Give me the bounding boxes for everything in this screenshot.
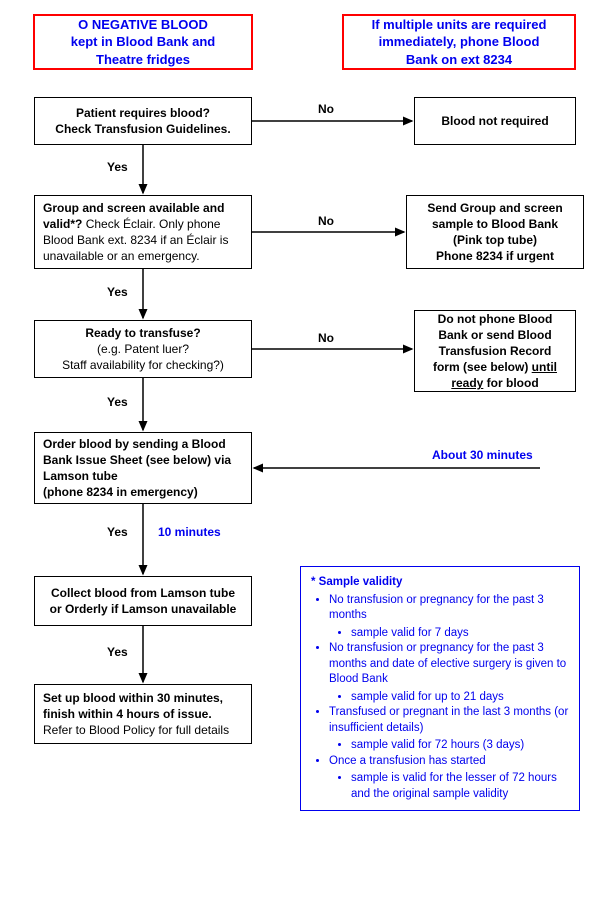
text: sample valid for up to 21 days xyxy=(351,690,569,706)
text: or Orderly if Lamson unavailable xyxy=(50,601,237,617)
edge-yes-2: Yes xyxy=(107,285,128,299)
text: No transfusion or pregnancy for the past… xyxy=(329,642,566,685)
text: Transfused or pregnant in the last 3 mon… xyxy=(329,706,568,734)
text: (phone 8234 in emergency) xyxy=(43,484,198,500)
text: Lamson tube xyxy=(43,468,118,484)
text: Staff availability for checking?) xyxy=(62,357,224,373)
text: sample valid for 72 hours (3 days) xyxy=(351,738,569,754)
text: If multiple units are required xyxy=(372,16,547,34)
node-group-screen: Group and screen available and valid*? C… xyxy=(34,195,252,269)
edge-about-30: About 30 minutes xyxy=(432,448,533,462)
node-collect-blood: Collect blood from Lamson tube or Orderl… xyxy=(34,576,252,626)
edge-yes-4: Yes xyxy=(107,525,128,539)
text: Bank Issue Sheet (see below) via xyxy=(43,452,231,468)
text: Ready to transfuse? xyxy=(85,325,200,341)
node-patient-requires-blood: Patient requires blood? Check Transfusio… xyxy=(34,97,252,145)
text: finish within 4 hours of issue. xyxy=(43,706,212,722)
edge-yes-1: Yes xyxy=(107,160,128,174)
edge-no-3: No xyxy=(318,331,334,345)
edge-10-min: 10 minutes xyxy=(158,525,221,539)
text: Blood not required xyxy=(441,113,548,129)
text: O NEGATIVE BLOOD xyxy=(78,16,208,34)
text: Bank on ext 8234 xyxy=(406,51,512,69)
text: Collect blood from Lamson tube xyxy=(51,585,235,601)
text: sample is valid for the lesser of 72 hou… xyxy=(351,771,569,802)
edge-no-2: No xyxy=(318,214,334,228)
node-order-blood: Order blood by sending a Blood Bank Issu… xyxy=(34,432,252,504)
node-set-up-blood: Set up blood within 30 minutes, finish w… xyxy=(34,684,252,744)
note-sample-validity: * Sample validity No transfusion or preg… xyxy=(300,566,580,811)
node-ready-transfuse: Ready to transfuse? (e.g. Patent luer? S… xyxy=(34,320,252,378)
text: Blood Bank ext. 8234 if an Éclair is xyxy=(43,232,228,248)
text: Check Transfusion Guidelines. xyxy=(55,121,230,137)
text: Phone 8234 if urgent xyxy=(436,248,554,264)
edge-yes-5: Yes xyxy=(107,645,128,659)
text: ready for blood xyxy=(451,375,538,391)
text: Once a transfusion has started xyxy=(329,755,486,767)
text: valid*? Check Éclair. Only phone xyxy=(43,216,220,232)
text: immediately, phone Blood xyxy=(379,33,540,51)
text: Transfusion Record xyxy=(439,343,552,359)
text: kept in Blood Bank and xyxy=(71,33,215,51)
text: Patient requires blood? xyxy=(76,105,210,121)
node-blood-not-required: Blood not required xyxy=(414,97,576,145)
edge-no-1: No xyxy=(318,102,334,116)
text: form (see below) until xyxy=(433,359,557,375)
text: unavailable or an emergency. xyxy=(43,248,200,264)
text: sample valid for 7 days xyxy=(351,626,569,642)
text: No transfusion or pregnancy for the past… xyxy=(329,594,544,622)
text: Order blood by sending a Blood xyxy=(43,436,226,452)
text: Theatre fridges xyxy=(96,51,190,69)
text: Refer to Blood Policy for full details xyxy=(43,722,229,738)
text: (Pink top tube) xyxy=(453,232,537,248)
text: Bank or send Blood xyxy=(438,327,551,343)
text: Do not phone Blood xyxy=(438,311,553,327)
text: Send Group and screen xyxy=(427,200,562,216)
edge-yes-3: Yes xyxy=(107,395,128,409)
text: (e.g. Patent luer? xyxy=(97,341,189,357)
text: Group and screen available and xyxy=(43,200,224,216)
header-right: If multiple units are required immediate… xyxy=(342,14,576,70)
node-do-not-phone: Do not phone Blood Bank or send Blood Tr… xyxy=(414,310,576,392)
note-title: * Sample validity xyxy=(311,575,569,591)
text: Set up blood within 30 minutes, xyxy=(43,690,223,706)
text: sample to Blood Bank xyxy=(432,216,558,232)
node-send-group-screen: Send Group and screen sample to Blood Ba… xyxy=(406,195,584,269)
note-list: No transfusion or pregnancy for the past… xyxy=(311,593,569,803)
header-left: O NEGATIVE BLOOD kept in Blood Bank and … xyxy=(33,14,253,70)
